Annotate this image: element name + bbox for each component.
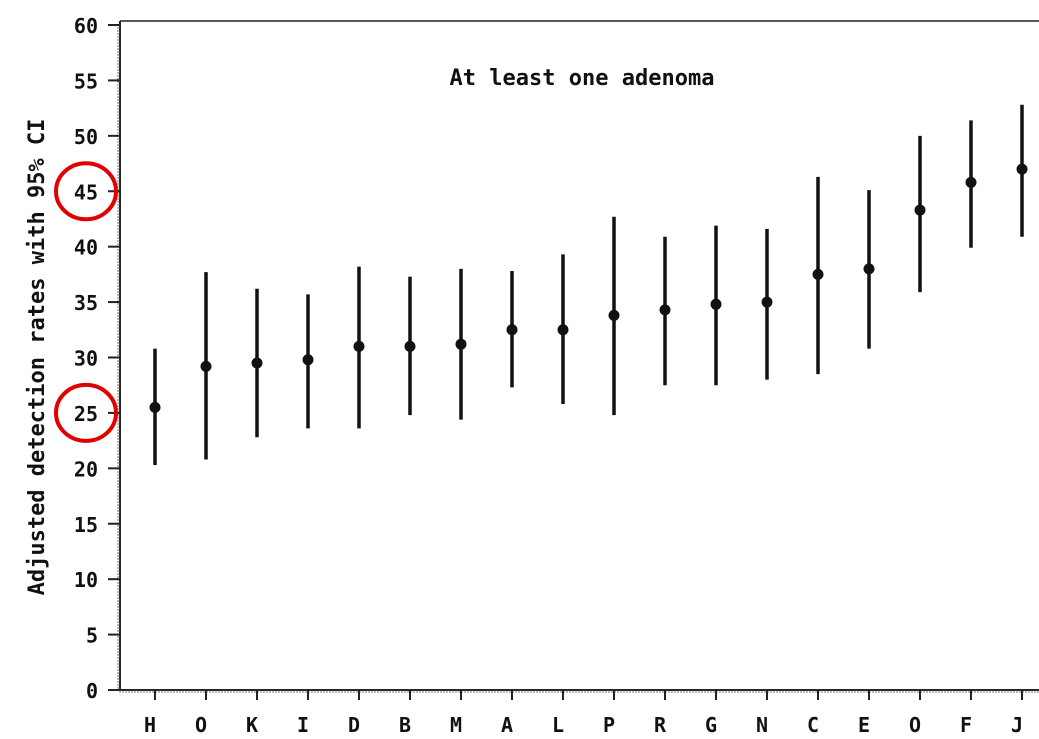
data-point bbox=[659, 304, 671, 316]
data-point bbox=[302, 354, 314, 366]
y-tick-label: 55 bbox=[74, 69, 98, 93]
data-point bbox=[557, 324, 569, 336]
x-tick-label: H bbox=[144, 713, 156, 737]
x-tick-label: A bbox=[501, 713, 513, 737]
x-tick-label: G bbox=[705, 713, 717, 737]
y-tick-label: 60 bbox=[74, 14, 98, 38]
y-tick-label: 50 bbox=[74, 125, 98, 149]
y-tick-label: 15 bbox=[74, 513, 98, 537]
y-tick-label: 0 bbox=[86, 679, 98, 703]
x-tick-label: I bbox=[297, 713, 309, 737]
data-point bbox=[149, 401, 161, 413]
y-tick-label: 20 bbox=[74, 457, 98, 481]
y-tick-label: 45 bbox=[74, 180, 98, 204]
y-tick-label: 5 bbox=[86, 624, 98, 648]
ci-bars bbox=[153, 104, 1024, 466]
data-point bbox=[710, 298, 722, 310]
y-axis-label: Adjusted detection rates with 95% CI bbox=[25, 119, 50, 596]
points bbox=[149, 163, 1028, 413]
y-tick-label: 30 bbox=[74, 347, 98, 371]
data-point bbox=[404, 340, 416, 352]
x-tick-label: B bbox=[399, 713, 411, 737]
x-tick-label: K bbox=[246, 713, 258, 737]
x-tick-label: M bbox=[450, 713, 462, 737]
chart-title: At least one adenoma bbox=[450, 66, 715, 91]
y-tick-label: 40 bbox=[74, 236, 98, 260]
data-point bbox=[251, 357, 263, 369]
data-point bbox=[965, 176, 977, 188]
x-tick-label: D bbox=[348, 713, 360, 737]
y-tick-label: 35 bbox=[74, 291, 98, 315]
x-tick-label: R bbox=[654, 713, 667, 737]
x-tick-label: P bbox=[603, 713, 615, 737]
x-tick-label: F bbox=[960, 713, 972, 737]
x-tick-label: O bbox=[909, 713, 921, 737]
x-tick-label: J bbox=[1011, 713, 1023, 737]
x-tick-label: C bbox=[807, 713, 819, 737]
data-point bbox=[812, 268, 824, 280]
x-tick-label: E bbox=[858, 713, 870, 737]
data-point bbox=[914, 204, 926, 216]
data-point bbox=[1016, 163, 1028, 175]
y-tick-label: 25 bbox=[74, 402, 98, 426]
data-point bbox=[506, 324, 518, 336]
x-tick-label: O bbox=[195, 713, 207, 737]
x-tick-label: L bbox=[552, 713, 564, 737]
data-point bbox=[863, 263, 875, 275]
axes bbox=[117, 20, 1039, 693]
highlight-circles bbox=[54, 161, 118, 443]
x-tick-label: N bbox=[756, 713, 768, 737]
data-point bbox=[761, 296, 773, 308]
data-point bbox=[455, 338, 467, 350]
data-point bbox=[353, 340, 365, 352]
data-point bbox=[608, 309, 620, 321]
highlight-circle bbox=[54, 382, 118, 443]
y-tick-label: 10 bbox=[74, 568, 98, 592]
data-point bbox=[200, 360, 212, 372]
highlight-circle bbox=[54, 161, 118, 222]
y-ticks: 0 5 10 15 20 25 30 35 40 45 50 55 60 bbox=[74, 14, 120, 703]
